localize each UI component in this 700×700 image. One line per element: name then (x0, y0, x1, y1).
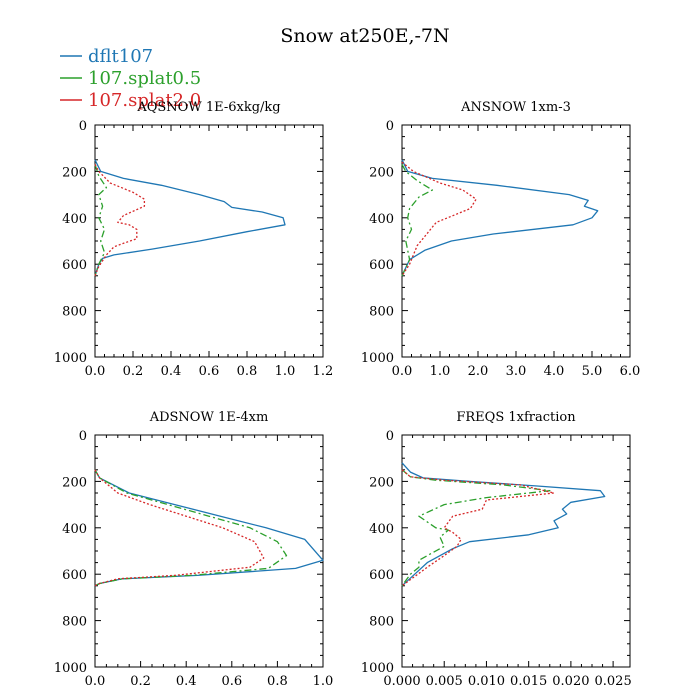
x-tick-label: 0.6 (221, 674, 242, 689)
y-tick-label: 800 (369, 615, 394, 630)
series-line-107-splat2-0 (401, 469, 555, 587)
x-tick-label: 1.0 (275, 364, 296, 379)
plot-frame (401, 124, 631, 358)
legend-label-splat20: 107.splat2.0 (88, 90, 201, 111)
x-tick-label: 0.0 (85, 674, 106, 689)
y-tick-label: 800 (62, 305, 87, 320)
panel-adsnow: ADSNOW 1E-4xm 0.0 0.2 0.4 0.6 0.8 1.0 0 200 400 60… (54, 410, 333, 689)
series-line-107-splat2-0 (94, 469, 265, 587)
series-line-107-splat2-0 (94, 164, 146, 277)
series-line-dflt107 (94, 469, 324, 587)
panel-ansnow: ANSNOW 1xm-3 0.0 1.0 2.0 3.0 4.0 5.0 6.0 0 200 400… (361, 100, 640, 379)
x-tick-label: 6.0 (620, 364, 641, 379)
y-tick-label: 400 (62, 522, 87, 537)
x-tick-label: 1.0 (313, 674, 334, 689)
x-tick-label: 3.0 (506, 364, 527, 379)
series-line-107-splat0-5 (401, 164, 434, 277)
x-tick-label: 1.2 (313, 364, 334, 379)
y-tick-label: 0 (386, 119, 394, 134)
y-tick-label: 200 (62, 475, 87, 490)
panel-aqsnow: AQSNOW 1E-6xkg/kg 0.0 0.2 0.4 0.6 0.8 1.0 1.2 0 2… (54, 100, 333, 379)
x-tick-label: 0.000 (383, 674, 420, 689)
x-tick-label: 0.010 (468, 674, 505, 689)
x-tick-label: 0.2 (123, 364, 144, 379)
series-line-107-splat2-0 (401, 161, 477, 277)
x-tick-label: 0.8 (237, 364, 258, 379)
y-tick-label: 200 (369, 475, 394, 490)
y-tick-label: 200 (369, 165, 394, 180)
y-tick-label: 600 (62, 258, 87, 273)
series-line-dflt107 (401, 159, 599, 277)
panel-title: AQSNOW 1E-6xkg/kg (136, 100, 280, 115)
x-tick-label: 5.0 (582, 364, 603, 379)
x-tick-label: 0.025 (595, 674, 632, 689)
y-tick-label: 400 (62, 212, 87, 227)
x-tick-label: 2.0 (468, 364, 489, 379)
panel-freqs: FREQS 1xfraction 0.000 0.005 0.010 0.015 0.02… (361, 410, 632, 689)
panel-title: FREQS 1xfraction (456, 410, 576, 425)
series-line-dflt107 (94, 159, 286, 277)
y-tick-label: 1000 (361, 661, 394, 676)
x-tick-label: 0.0 (392, 364, 413, 379)
x-tick-label: 0.4 (176, 674, 197, 689)
y-tick-label: 600 (62, 568, 87, 583)
x-tick-label: 0.8 (267, 674, 288, 689)
figure-title: Snow at250E,-7N (280, 25, 449, 47)
plot-frame (94, 124, 324, 358)
panel-title: ANSNOW 1xm-3 (460, 100, 571, 115)
y-tick-label: 800 (369, 305, 394, 320)
y-tick-label: 0 (386, 429, 394, 444)
x-tick-label: 0.020 (552, 674, 589, 689)
y-tick-label: 400 (369, 522, 394, 537)
y-tick-label: 1000 (54, 661, 87, 676)
series-line-107-splat0-5 (401, 469, 551, 587)
x-tick-label: 0.005 (426, 674, 463, 689)
series-line-107-splat0-5 (94, 469, 288, 587)
series-line-dflt107 (401, 462, 606, 587)
x-tick-label: 0.6 (199, 364, 220, 379)
y-tick-label: 1000 (361, 351, 394, 366)
panel-title: ADSNOW 1E-4xm (149, 410, 269, 425)
y-tick-label: 600 (369, 568, 394, 583)
x-tick-label: 0.4 (161, 364, 182, 379)
y-tick-label: 1000 (54, 351, 87, 366)
series-line-107-splat0-5 (94, 164, 108, 277)
y-tick-label: 600 (369, 258, 394, 273)
y-tick-label: 200 (62, 165, 87, 180)
x-tick-label: 1.0 (430, 364, 451, 379)
plot-frame (94, 434, 324, 668)
x-tick-label: 0.015 (510, 674, 547, 689)
y-tick-label: 0 (79, 429, 87, 444)
x-tick-label: 4.0 (544, 364, 565, 379)
x-tick-label: 0.2 (130, 674, 151, 689)
y-tick-label: 800 (62, 615, 87, 630)
y-tick-label: 400 (369, 212, 394, 227)
y-tick-label: 0 (79, 119, 87, 134)
legend: dflt107 107.splat0.5 107.splat2.0 (60, 46, 201, 111)
legend-label-splat05: 107.splat0.5 (88, 68, 201, 89)
legend-label-dflt107: dflt107 (88, 46, 153, 67)
x-tick-label: 0.0 (85, 364, 106, 379)
